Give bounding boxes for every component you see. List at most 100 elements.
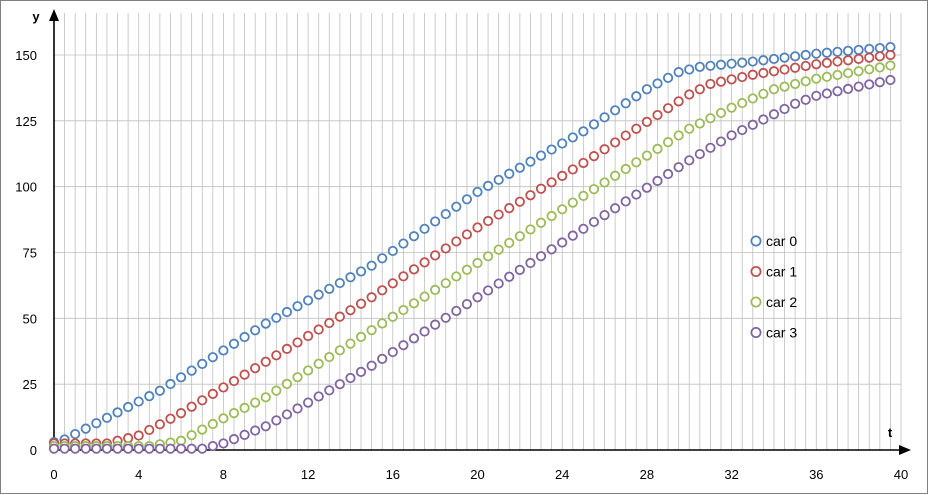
- data-point: [440, 312, 451, 323]
- data-point: [472, 257, 483, 269]
- x-tick-label: 16: [386, 467, 400, 482]
- legend-marker: [750, 296, 762, 308]
- data-point: [324, 385, 335, 396]
- data-point: [260, 318, 271, 329]
- data-point: [218, 345, 229, 356]
- data-point: [461, 194, 473, 205]
- data-point: [133, 396, 144, 407]
- data-point: [239, 429, 250, 440]
- data-point: [218, 413, 229, 424]
- data-point: [377, 253, 388, 264]
- data-point: [334, 345, 345, 356]
- data-point: [684, 89, 695, 100]
- x-tick-label: 0: [50, 467, 57, 482]
- data-point: [419, 223, 430, 234]
- data-point: [811, 48, 822, 59]
- data-point: [874, 77, 885, 88]
- data-point: [482, 180, 494, 191]
- data-point: [123, 443, 134, 454]
- y-tick-label: 50: [23, 311, 37, 326]
- data-point: [228, 375, 240, 387]
- data-point: [504, 203, 515, 214]
- tick-labels: 0 4 8 12 16 20 24 28 32 36 40 0 25 50 75 100 125 150: [15, 48, 908, 482]
- data-point: [821, 57, 832, 69]
- data-point: [821, 88, 832, 99]
- data-point: [398, 340, 409, 351]
- data-point: [620, 163, 631, 175]
- data-point: [324, 317, 335, 329]
- data-point: [186, 365, 197, 376]
- data-point: [737, 124, 748, 136]
- data-point: [662, 103, 674, 114]
- data-point: [747, 93, 758, 104]
- x-axis-title: t: [888, 425, 893, 440]
- data-point: [101, 443, 113, 454]
- data-point: [652, 78, 663, 89]
- data-point: [768, 84, 780, 95]
- data-point: [271, 350, 282, 361]
- data-point: [186, 443, 197, 454]
- data-point: [779, 64, 790, 75]
- data-point: [250, 325, 261, 336]
- data-point: [758, 55, 769, 66]
- data-point: [144, 424, 155, 436]
- data-point: [271, 415, 282, 426]
- data-point: [790, 98, 801, 109]
- data-point: [419, 291, 430, 302]
- data-point: [430, 284, 441, 295]
- data-point: [610, 137, 621, 148]
- data-point: [461, 299, 473, 310]
- data-point: [514, 162, 525, 173]
- data-point: [345, 305, 356, 316]
- data-point: [207, 388, 218, 399]
- data-point: [430, 216, 441, 227]
- data-point: [684, 64, 695, 75]
- data-point: [271, 385, 282, 396]
- x-tick-label: 36: [809, 467, 823, 482]
- legend-marker: [750, 265, 762, 277]
- data-point: [705, 142, 716, 153]
- data-point: [355, 331, 367, 342]
- legend-item: car 2: [750, 294, 797, 310]
- data-point: [588, 184, 600, 195]
- data-point: [853, 81, 864, 92]
- data-point: [694, 84, 705, 95]
- data-point: [165, 378, 176, 390]
- data-point: [842, 83, 854, 95]
- data-point: [610, 170, 621, 181]
- data-point: [821, 47, 832, 58]
- data-point: [535, 150, 547, 161]
- data-point: [874, 62, 885, 73]
- data-point: [588, 119, 600, 130]
- x-tick-label: 12: [301, 467, 315, 482]
- data-point: [832, 86, 843, 97]
- data-point: [567, 230, 578, 241]
- data-point: [504, 271, 515, 282]
- data-point: [197, 395, 208, 406]
- data-point: [281, 409, 293, 420]
- data-point: [578, 157, 589, 169]
- data-point: [313, 289, 324, 300]
- data-point: [345, 372, 356, 384]
- data-point: [842, 45, 854, 56]
- data-point: [737, 57, 748, 68]
- y-tick-label: 25: [23, 377, 37, 392]
- data-point: [557, 237, 568, 248]
- data-point: [758, 88, 769, 99]
- data-point: [123, 401, 134, 413]
- data-point: [175, 443, 187, 454]
- legend-marker: [750, 235, 762, 247]
- data-point: [535, 251, 547, 262]
- data-point: [864, 79, 875, 90]
- x-tick-label: 32: [724, 467, 738, 482]
- data-point: [281, 306, 293, 318]
- data-point: [525, 190, 536, 201]
- data-point: [366, 325, 377, 336]
- data-point: [154, 443, 165, 454]
- data-point: [599, 112, 610, 123]
- data-point: [641, 182, 653, 193]
- legend-label: car 1: [766, 264, 797, 280]
- data-point: [631, 123, 642, 134]
- data-point: [302, 397, 314, 408]
- data-point: [355, 298, 367, 309]
